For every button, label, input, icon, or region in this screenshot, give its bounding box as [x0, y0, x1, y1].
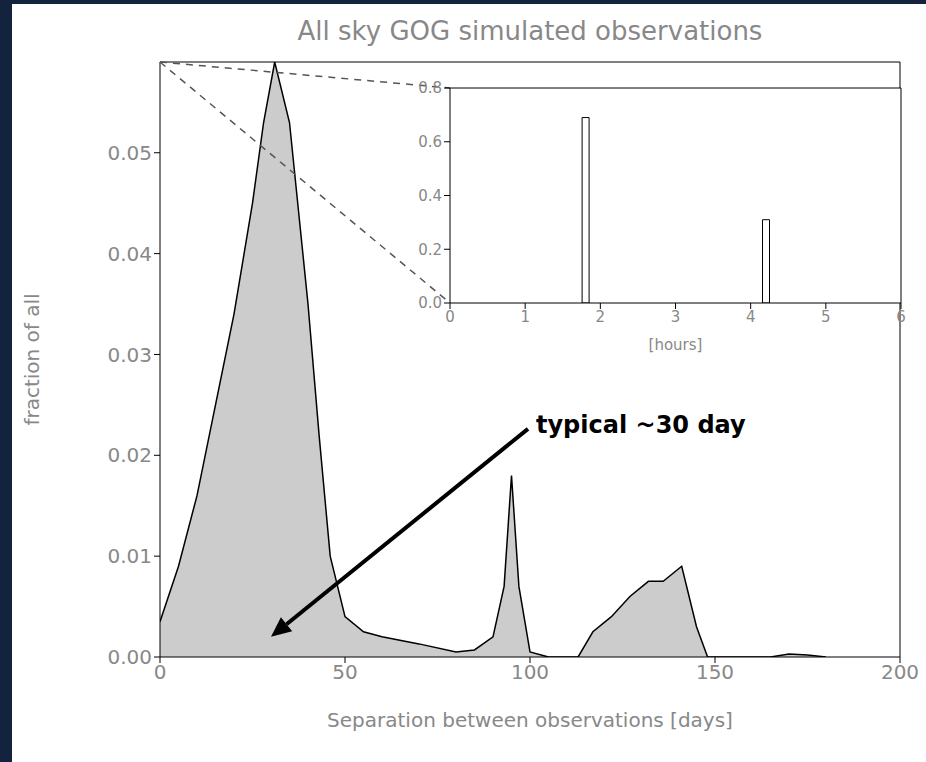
svg-text:0.4: 0.4	[418, 187, 442, 205]
svg-text:0.0: 0.0	[418, 294, 442, 312]
svg-text:0.03: 0.03	[107, 343, 152, 367]
svg-text:Separation between observation: Separation between observations [days]	[327, 708, 733, 732]
svg-text:0.2: 0.2	[418, 241, 442, 259]
svg-text:0.04: 0.04	[107, 242, 152, 266]
svg-text:typical ~30 day: typical ~30 day	[536, 411, 746, 439]
svg-text:0.02: 0.02	[107, 443, 152, 467]
svg-text:0: 0	[154, 660, 167, 684]
svg-text:0.8: 0.8	[418, 80, 442, 97]
svg-text:0.01: 0.01	[107, 544, 152, 568]
svg-text:0.6: 0.6	[418, 133, 442, 151]
svg-text:4: 4	[746, 308, 756, 326]
svg-text:1: 1	[520, 308, 530, 326]
svg-text:[hours]: [hours]	[649, 336, 703, 354]
svg-text:0.05: 0.05	[107, 141, 152, 165]
svg-text:3: 3	[671, 308, 681, 326]
svg-text:50: 50	[332, 660, 357, 684]
svg-text:0: 0	[445, 308, 455, 326]
svg-text:150: 150	[696, 660, 734, 684]
svg-text:0.00: 0.00	[107, 645, 152, 669]
html-text:All sky GOG simulated observat: All sky GOG simulated observations	[297, 16, 763, 46]
svg-text:5: 5	[821, 308, 831, 326]
svg-text:fraction of all: fraction of all	[20, 293, 44, 425]
svg-text:100: 100	[511, 660, 549, 684]
svg-text:200: 200	[881, 660, 919, 684]
svg-text:6: 6	[896, 308, 906, 326]
svg-text:2: 2	[596, 308, 606, 326]
